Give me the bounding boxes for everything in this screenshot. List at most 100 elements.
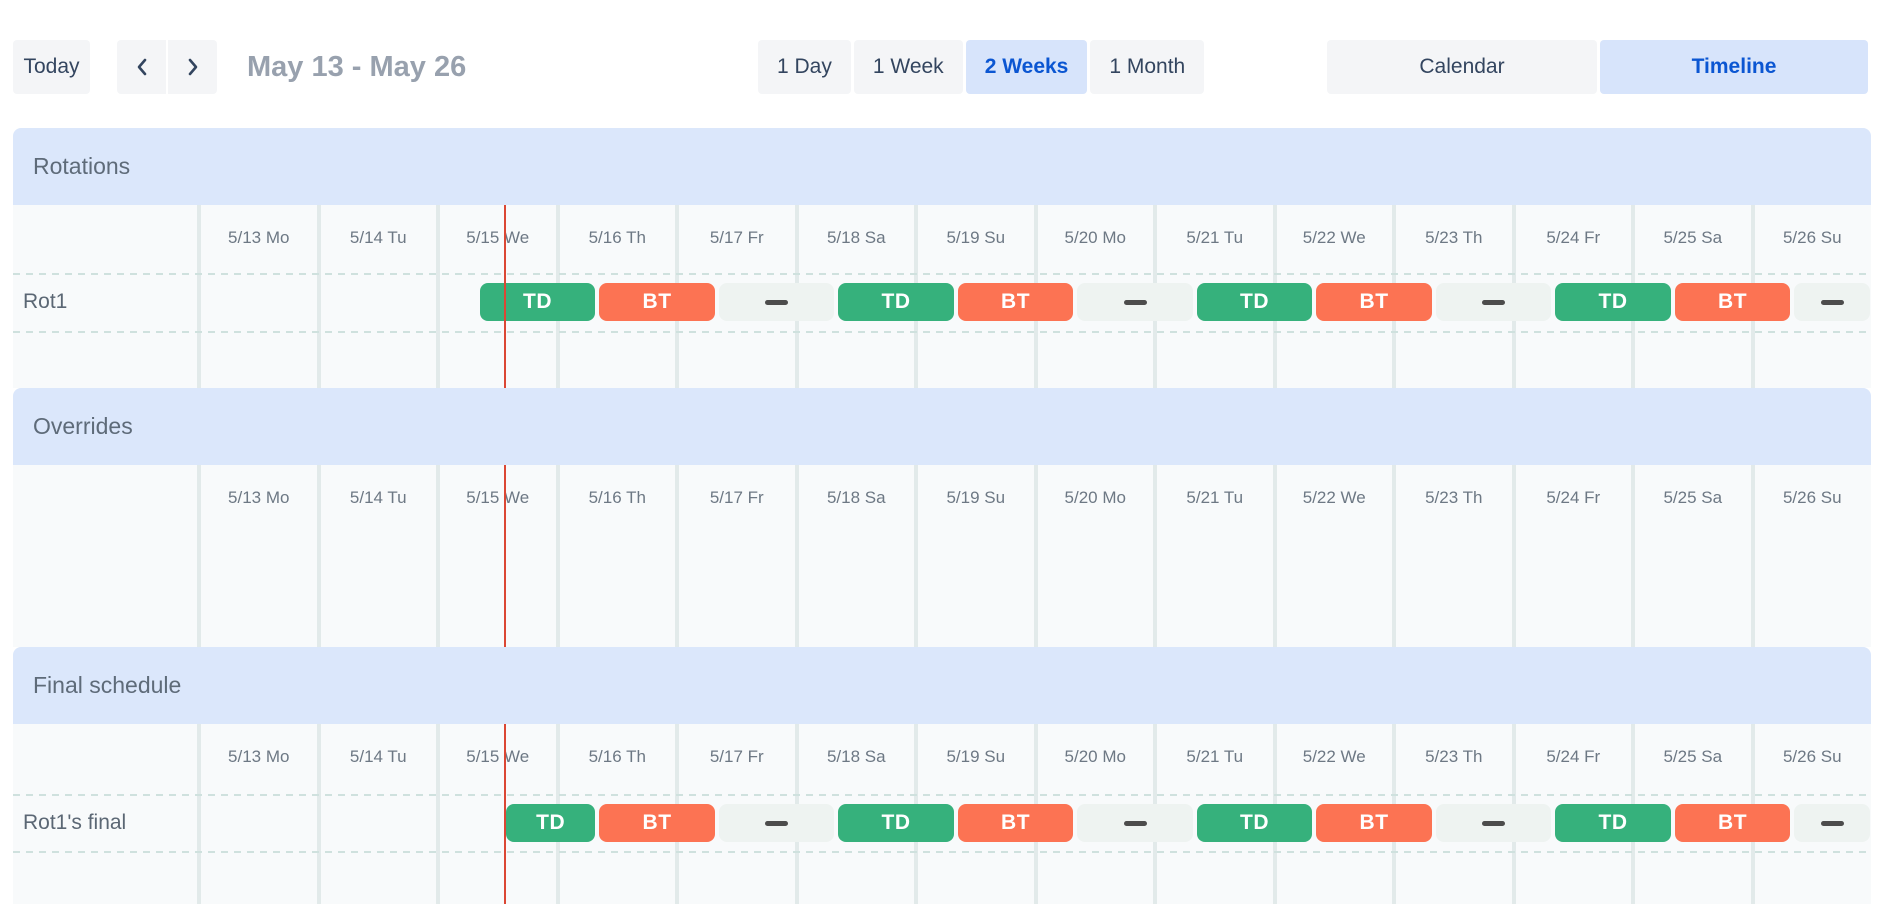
date-header-cell: 5/14 Tu [349,747,407,766]
date-header-cell: 5/16 Th [588,488,646,507]
shift-block-bt[interactable]: BT [957,283,1074,321]
column-separator [1750,465,1755,647]
row-divider [13,794,1871,796]
chevron-left-icon [137,58,146,76]
shift-label: BT [1001,811,1031,834]
column-separator [316,205,321,388]
off-duty-block[interactable] [1077,283,1193,321]
row-label-rot1-s-final: Rot1's final [23,810,127,834]
shift-block-bt[interactable]: BT [599,283,715,321]
view-button-2-weeks[interactable]: 2 Weeks [965,40,1088,94]
view-button-1-month[interactable]: 1 Month [1090,40,1205,94]
off-duty-block[interactable] [1794,283,1870,321]
chevron-right-icon [188,58,197,76]
schedule-timeline: Rotations 5/13 Mo 5/14 Tu 5/15 We 5/16 Th 5/1… [13,128,1871,904]
date-header-cell: 5/19 Su [946,228,1006,247]
column-separator [197,724,201,904]
shift-block-td[interactable]: TD [1196,804,1313,842]
shift-label: BT [1718,290,1748,313]
date-header-cell: 5/17 Fr [709,488,764,507]
shift-block-bt[interactable]: BT [599,804,715,842]
shift-label: TD [1240,290,1270,313]
date-header-cell: 5/19 Su [946,488,1006,507]
date-header-cell: 5/17 Fr [709,228,764,247]
shift-block-bt[interactable]: BT [1674,804,1791,842]
section-header-final-schedule: Final schedule [13,647,1871,724]
shift-block-td[interactable]: TD [1555,804,1671,842]
shift-block-td[interactable]: TD [838,804,954,842]
shift-label: BT [1359,290,1389,313]
date-header-cell: 5/18 Sa [826,488,886,507]
shift-block-td[interactable]: TD [1196,283,1313,321]
date-header-cell: 5/15 We [466,747,530,766]
minus-icon [765,299,789,305]
minus-icon [1482,820,1506,826]
shift-block-td[interactable]: TD [838,283,954,321]
section-title: Final schedule [33,672,182,698]
shift-label: TD [1598,811,1628,834]
date-header-cell: 5/16 Th [588,228,646,247]
off-duty-block[interactable] [1435,804,1552,842]
off-duty-block[interactable] [1077,804,1193,842]
off-duty-block[interactable] [1435,283,1552,321]
off-duty-block[interactable] [718,283,835,321]
date-header-cell: 5/18 Sa [826,747,886,766]
shift-block-bt[interactable]: BT [957,804,1074,842]
row-divider [13,273,1871,275]
column-separator [197,205,201,388]
date-header-cell: 5/13 Mo [228,228,290,247]
next-button[interactable] [168,40,217,94]
date-header-cell: 5/24 Fr [1546,747,1601,766]
column-separator [914,465,918,647]
prev-button[interactable] [117,40,166,94]
minus-icon [1820,299,1844,305]
date-header-cell: 5/14 Tu [349,488,407,507]
minus-icon [1820,820,1844,826]
shift-block-bt[interactable]: BT [1316,804,1432,842]
column-separator [1272,465,1277,647]
column-separator [316,724,321,904]
view-button-1-day[interactable]: 1 Day [758,40,851,94]
shift-block-td[interactable]: TD [479,283,596,321]
off-duty-block[interactable] [1794,804,1870,842]
mode-button-calendar[interactable]: Calendar [1327,40,1597,94]
section-body: 5/13 Mo 5/14 Tu 5/15 We 5/16 Th 5/17 Fr 5/18 … [13,205,1871,388]
column-separator [555,465,560,647]
shift-label: TD [881,290,911,313]
date-header-cell: 5/21 Tu [1186,747,1244,766]
date-header-cell: 5/24 Fr [1546,228,1601,247]
current-time-indicator [504,465,507,647]
shift-block-td[interactable]: TD [1555,283,1671,321]
section-title: Rotations [33,153,131,179]
column-separator [1033,465,1038,647]
date-header-cell: 5/25 Sa [1663,747,1723,766]
off-duty-block[interactable] [718,804,835,842]
row-divider [13,331,1871,333]
today-button[interactable]: Today [13,40,90,94]
date-header-cell: 5/14 Tu [349,228,407,247]
row-divider [13,851,1871,853]
shift-block-bt[interactable]: BT [1674,283,1791,321]
date-header-cell: 5/21 Tu [1186,228,1244,247]
date-header-cell: 5/16 Th [588,747,646,766]
date-header-cell: 5/13 Mo [228,488,290,507]
date-header-cell: 5/20 Mo [1064,228,1126,247]
mode-button-timeline[interactable]: Timeline [1600,40,1868,94]
minus-icon [765,820,789,826]
date-header-cell: 5/21 Tu [1186,488,1244,507]
date-header-cell: 5/17 Fr [709,747,764,766]
date-header-cell: 5/26 Su [1782,488,1842,507]
view-button-1-week[interactable]: 1 Week [853,40,963,94]
date-header-cell: 5/20 Mo [1064,488,1126,507]
current-time-indicator [504,724,507,904]
shift-label: TD [1240,811,1270,834]
date-header-cell: 5/26 Su [1782,228,1842,247]
shift-block-bt[interactable]: BT [1316,283,1432,321]
shift-block-td[interactable]: TD [506,804,596,842]
section-final-schedule: Final schedule 5/13 Mo 5/14 Tu 5/15 We 5/16 … [13,647,1871,904]
shift-label: BT [1359,811,1389,834]
section-title: Overrides [33,413,133,439]
date-header-cell: 5/23 Th [1425,488,1483,507]
section-body: 5/13 Mo 5/14 Tu 5/15 We 5/16 Th 5/17 Fr 5/18 … [13,465,1871,647]
date-header-cell: 5/25 Sa [1663,228,1723,247]
